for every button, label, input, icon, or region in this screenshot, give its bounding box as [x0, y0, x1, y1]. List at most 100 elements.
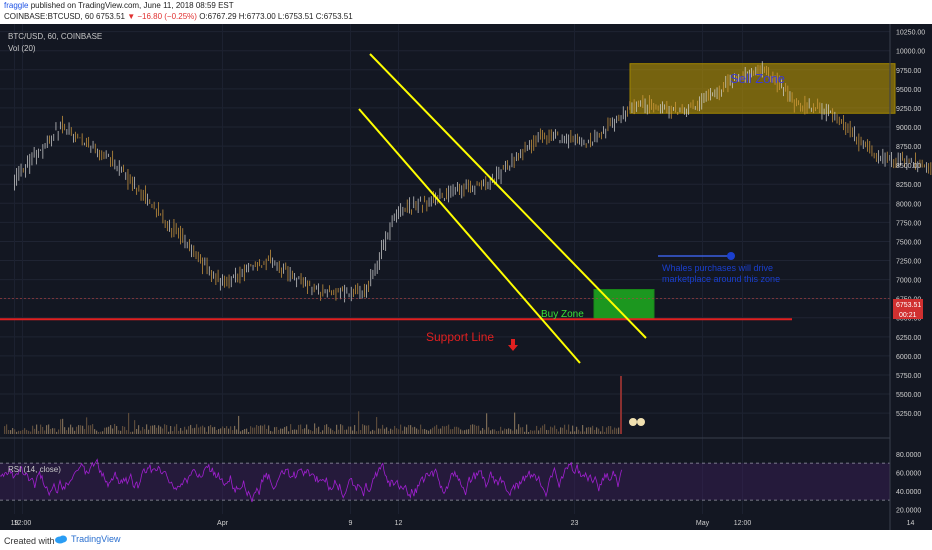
volume-bar — [274, 427, 276, 434]
volume-bar — [456, 426, 458, 434]
volume-bar — [270, 430, 272, 434]
y-tick-label: 5250.00 — [896, 411, 921, 418]
volume-bar — [368, 425, 370, 434]
volume-bar — [484, 429, 486, 434]
volume-bar — [398, 429, 400, 434]
volume-bar — [298, 424, 300, 434]
volume-bar — [362, 424, 364, 434]
volume-bar — [378, 428, 380, 434]
volume-bar — [240, 431, 242, 434]
volume-bar — [184, 426, 186, 434]
volume-bar — [506, 429, 508, 434]
volume-bar — [468, 429, 470, 434]
volume-bar — [450, 429, 452, 434]
volume-bar — [304, 428, 306, 434]
volume-bar — [222, 426, 224, 434]
volume-bar — [412, 427, 414, 434]
volume-bar — [66, 430, 68, 434]
x-tick-label: 14 — [907, 520, 915, 527]
volume-bar — [584, 431, 586, 434]
volume-bar — [328, 427, 330, 434]
volume-bar — [498, 430, 500, 434]
volume-bar — [308, 429, 310, 434]
volume-bar — [480, 430, 482, 434]
sell-zone-label: Sell Zone — [730, 71, 785, 86]
volume-bar — [396, 428, 398, 434]
volume-bar — [430, 429, 432, 434]
volume-bar — [344, 429, 346, 434]
volume-bar — [302, 429, 304, 434]
volume-bar — [192, 428, 194, 434]
x-tick-label: 12:00 — [14, 520, 32, 527]
buy-zone-label: Buy Zone — [541, 309, 584, 320]
volume-bar — [104, 427, 106, 434]
volume-bar — [132, 431, 134, 434]
volume-bar — [388, 430, 390, 434]
volume-bar — [386, 427, 388, 434]
volume-bar — [10, 430, 12, 434]
volume-bar — [194, 427, 196, 434]
volume-bar — [92, 424, 94, 434]
volume-bar — [292, 429, 294, 434]
volume-bar — [536, 425, 538, 434]
volume-bar — [160, 426, 162, 434]
volume-bar — [102, 431, 104, 434]
volume-bar — [174, 426, 176, 434]
volume-bar — [84, 429, 86, 434]
volume-bar — [250, 426, 252, 434]
volume-bar — [494, 429, 496, 434]
volume-bar — [348, 426, 350, 434]
volume-bar — [566, 429, 568, 434]
volume-bar — [618, 427, 620, 434]
volume-bar — [404, 426, 406, 434]
volume-bar — [44, 430, 46, 434]
rsi-line — [0, 458, 622, 503]
tradingview-brand[interactable]: TradingView — [54, 534, 121, 544]
chart-canvas[interactable]: 80.0000 60.0000 40.0000 20.0000 10250.00 100… — [0, 24, 932, 530]
volume-bar — [374, 430, 376, 434]
volume-bar — [152, 425, 154, 434]
volume-bar — [218, 428, 220, 434]
volume-bar — [62, 418, 64, 434]
volume-bar — [204, 427, 206, 434]
volume-bar — [120, 430, 122, 434]
volume-bar — [610, 426, 612, 434]
volume-bar — [264, 424, 266, 434]
volume-bar — [32, 425, 34, 434]
volume-bar — [530, 430, 532, 434]
volume-bar — [58, 429, 60, 434]
volume-bar — [252, 427, 254, 434]
volume-bar — [370, 431, 372, 434]
volume-bar — [532, 430, 534, 434]
volume-bar — [188, 426, 190, 434]
volume-bar — [180, 428, 182, 434]
volume-bar — [554, 425, 556, 434]
volume-bar — [598, 428, 600, 434]
x-tick-label: 23 — [571, 520, 579, 527]
author-link[interactable]: fraggle — [4, 1, 29, 10]
y-tick-label: 10250.00 — [896, 30, 925, 37]
volume-bar — [606, 427, 608, 434]
volume-bar — [436, 424, 438, 434]
volume-bar — [98, 431, 100, 434]
volume-bar — [572, 425, 574, 434]
volume-bar — [578, 429, 580, 434]
volume-bar — [492, 429, 494, 434]
volume-bar — [314, 423, 316, 434]
volume-bar — [512, 430, 514, 434]
volume-bar — [380, 428, 382, 434]
volume-bar — [390, 428, 392, 434]
rsi-pane: 80.0000 60.0000 40.0000 20.0000 — [0, 437, 921, 514]
volume-bar — [238, 415, 240, 434]
volume-bar — [596, 427, 598, 434]
volume-bar — [116, 425, 118, 434]
volume-bar — [438, 428, 440, 434]
volume-bar — [110, 425, 112, 434]
volume-bar — [458, 427, 460, 434]
cloud-icon — [55, 535, 67, 544]
volume-bar — [604, 431, 606, 434]
x-tick-label: 9 — [349, 520, 353, 527]
volume-bar — [334, 431, 336, 434]
volume-bar — [134, 420, 136, 434]
last-price: 6753.51 — [96, 12, 125, 21]
